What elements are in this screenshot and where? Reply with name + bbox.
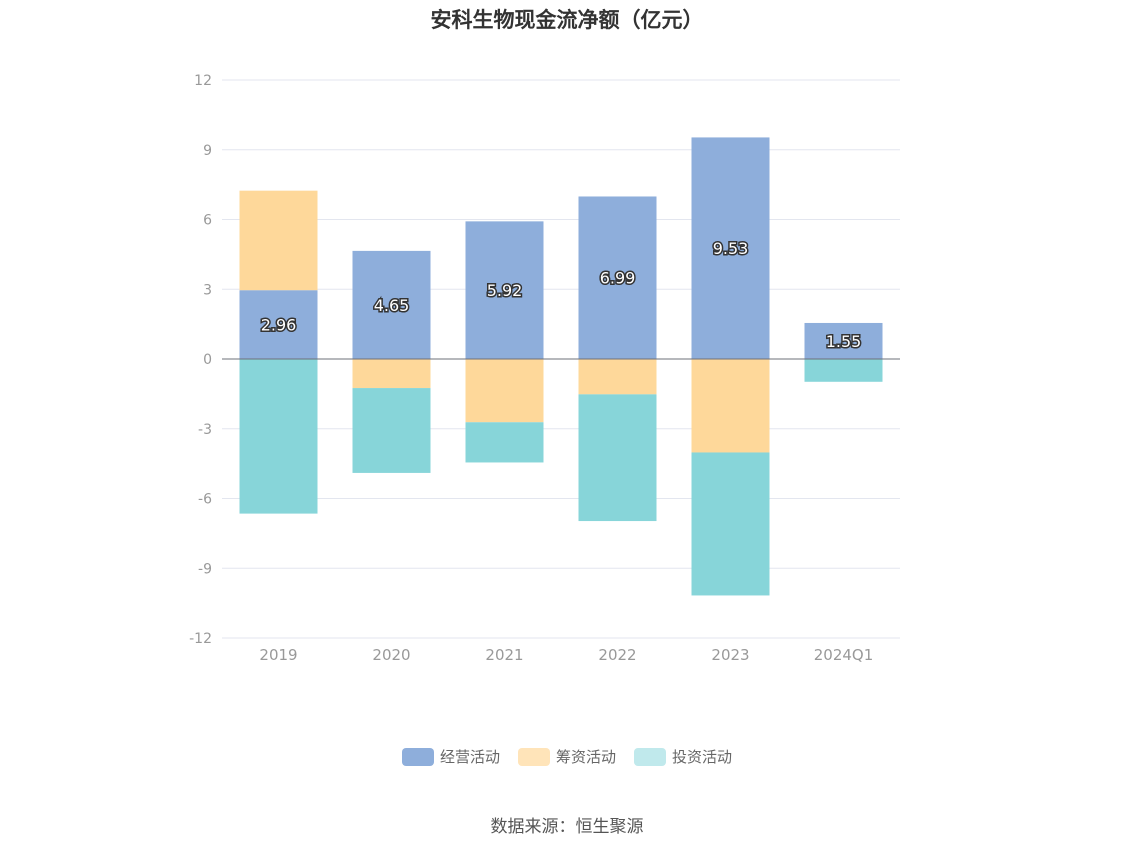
bar-investing bbox=[804, 359, 883, 382]
data-label: 9.53 bbox=[713, 239, 749, 258]
bar-financing bbox=[239, 190, 318, 291]
bar-operating bbox=[691, 137, 770, 359]
data-label: 2.96 bbox=[261, 316, 297, 335]
legend-item-operating[interactable]: 经营活动 bbox=[401, 746, 500, 767]
x-tick-label: 2024Q1 bbox=[814, 646, 874, 664]
legend-swatch-operating bbox=[401, 747, 434, 766]
bar-investing bbox=[239, 359, 318, 514]
bar-financing bbox=[691, 359, 770, 453]
y-axis-ticks: 12 9 6 3 0 -3 -6 -9 -12 bbox=[189, 73, 212, 647]
bar-operating bbox=[578, 196, 657, 359]
data-labels: 2.96 4.65 5.92 6.99 9.53 1.55 bbox=[259, 238, 863, 353]
bar-investing bbox=[578, 394, 657, 522]
bar-financing bbox=[465, 359, 544, 423]
data-label: 4.65 bbox=[374, 296, 410, 315]
y-tick-label: 0 bbox=[203, 352, 212, 368]
legend-label-financing: 筹资活动 bbox=[555, 748, 616, 766]
source-note: 数据来源：恒生聚源 bbox=[490, 817, 644, 837]
bar-financing bbox=[352, 359, 431, 389]
data-label: 5.92 bbox=[487, 281, 523, 300]
data-label: 6.99 bbox=[600, 269, 636, 288]
y-tick-label: 9 bbox=[203, 143, 212, 159]
legend-item-financing[interactable]: 筹资活动 bbox=[517, 746, 616, 767]
y-tick-label: 3 bbox=[203, 282, 212, 298]
y-tick-label: 12 bbox=[194, 73, 212, 89]
x-tick-label: 2022 bbox=[598, 646, 636, 664]
bar-operating bbox=[465, 221, 544, 359]
bars bbox=[239, 137, 883, 596]
x-tick-label: 2019 bbox=[259, 646, 297, 664]
y-tick-label: -3 bbox=[198, 422, 212, 438]
x-tick-label: 2021 bbox=[485, 646, 523, 664]
x-axis-ticks: 2019 2020 2021 2022 2023 2024Q1 bbox=[259, 646, 873, 664]
y-tick-label: -12 bbox=[189, 631, 212, 647]
legend-item-investing[interactable]: 投资活动 bbox=[634, 746, 732, 767]
zero-axis bbox=[222, 358, 900, 639]
y-tick-label: -6 bbox=[198, 492, 212, 508]
legend: 经营活动 筹资活动 投资活动 bbox=[0, 746, 1134, 767]
chart-title: 安科生物现金流净额（亿元） bbox=[430, 8, 704, 32]
data-label: 1.55 bbox=[826, 332, 862, 351]
y-tick-label: 6 bbox=[203, 213, 212, 229]
x-tick-label: 2020 bbox=[372, 646, 410, 664]
bar-financing bbox=[578, 359, 657, 395]
x-tick-label: 2023 bbox=[711, 646, 749, 664]
bar-investing bbox=[352, 388, 431, 473]
legend-label-operating: 经营活动 bbox=[439, 748, 500, 766]
bar-investing bbox=[465, 422, 544, 463]
bar-operating bbox=[352, 250, 431, 359]
bar-operating bbox=[239, 290, 318, 359]
bar-investing bbox=[691, 452, 770, 596]
y-tick-label: -9 bbox=[198, 561, 212, 577]
legend-swatch-financing bbox=[517, 747, 550, 766]
bar-operating bbox=[804, 322, 883, 359]
legend-label-investing: 投资活动 bbox=[672, 748, 733, 766]
legend-swatch-investing bbox=[634, 747, 666, 766]
